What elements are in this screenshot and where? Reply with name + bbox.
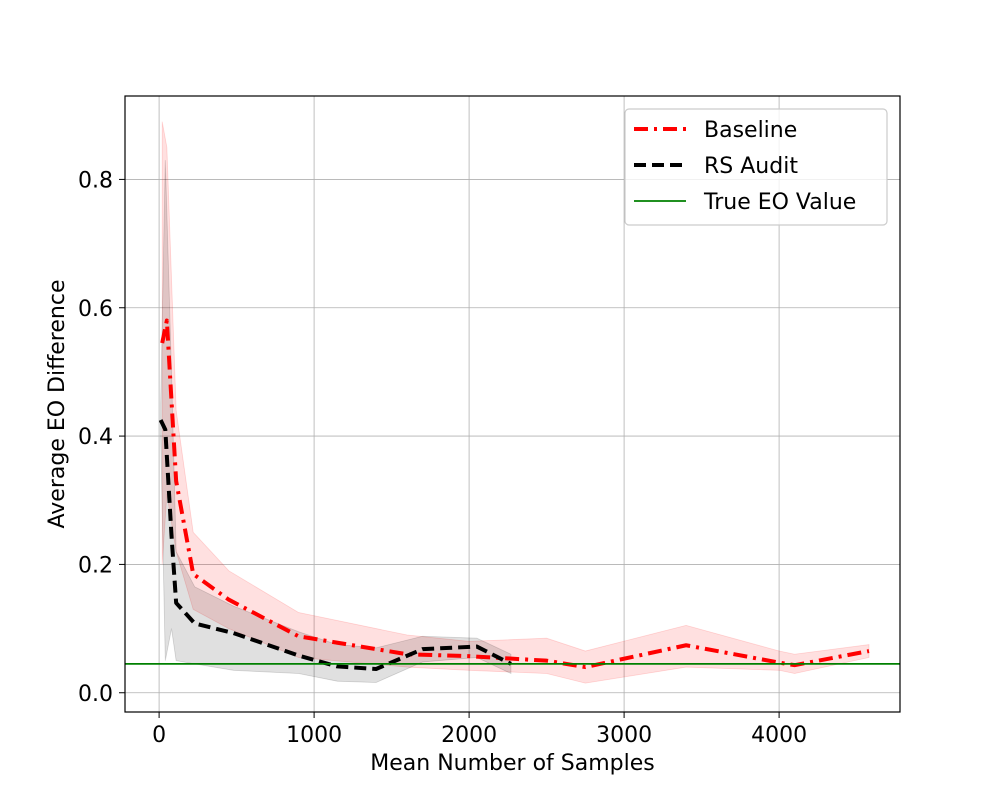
y-tick-label: 0.4 (78, 425, 113, 450)
baseline-band (161, 121, 870, 684)
legend-frame (624, 108, 888, 226)
y-tick-label: 0.8 (78, 168, 113, 193)
x-tick-label: 4000 (751, 723, 807, 748)
legend: Baseline RS Audit True EO Value (624, 108, 888, 226)
y-tick-label: 0.2 (78, 553, 113, 578)
legend-label-true-eo-value: True EO Value (703, 190, 856, 215)
y-tick-label: 0.6 (78, 297, 113, 322)
axis-ticks: 0 1000 2000 3000 4000 0.0 0.2 0.4 0.6 0.8 (78, 168, 807, 748)
y-axis-label: Average EO Difference (45, 280, 70, 529)
x-tick-label: 0 (152, 723, 166, 748)
x-tick-label: 1000 (286, 723, 342, 748)
legend-label-baseline: Baseline (704, 118, 797, 143)
x-tick-label: 3000 (596, 723, 652, 748)
plot-frame (124, 95, 901, 713)
baseline-line (160, 318, 870, 670)
rs-audit-band (160, 160, 512, 683)
rs-audit-line (158, 419, 512, 672)
legend-label-rs-audit: RS Audit (704, 154, 798, 179)
series-lines (125, 318, 900, 672)
x-axis-label: Mean Number of Samples (370, 751, 654, 776)
x-tick-label: 2000 (441, 723, 497, 748)
confidence-bands (160, 121, 870, 684)
y-tick-label: 0.0 (78, 682, 113, 707)
